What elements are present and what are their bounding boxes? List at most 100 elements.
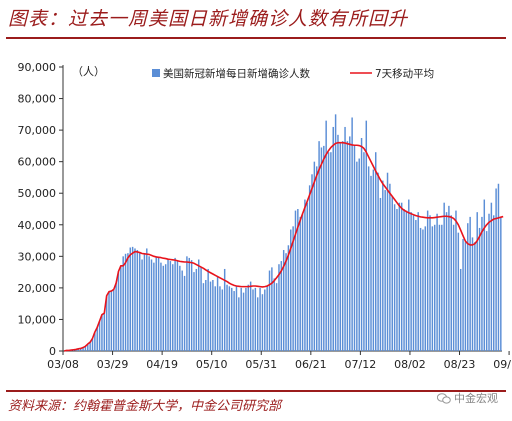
bar: [452, 224, 455, 351]
bar: [294, 210, 297, 351]
bar: [134, 248, 136, 351]
y-unit-label: （人）: [72, 65, 105, 78]
bar: [181, 270, 183, 351]
bar: [315, 166, 318, 351]
bar: [405, 210, 408, 351]
y-tick-label: 50,000: [18, 187, 57, 200]
bar: [259, 287, 261, 351]
bar: [474, 242, 476, 351]
bar: [398, 202, 401, 351]
bar: [150, 259, 153, 351]
bar: [84, 346, 87, 351]
bar: [223, 268, 226, 351]
bar: [79, 348, 82, 351]
bar: [110, 291, 113, 351]
bar: [346, 141, 349, 351]
bar: [273, 278, 275, 351]
bar: [282, 250, 285, 351]
bar: [443, 202, 445, 351]
bar: [349, 136, 351, 351]
bar: [278, 264, 280, 351]
bar: [467, 223, 469, 351]
bar: [235, 286, 238, 351]
x-tick-label: 04/19: [146, 358, 178, 371]
bar: [275, 283, 278, 351]
x-tick-label: 05/10: [196, 358, 228, 371]
bar: [96, 327, 98, 351]
bar: [292, 226, 294, 351]
bar: [113, 289, 115, 351]
bar: [94, 332, 96, 351]
bar: [330, 152, 332, 351]
bar: [464, 242, 467, 351]
y-tick-label: 20,000: [18, 282, 57, 295]
bar: [408, 199, 410, 351]
bar: [254, 287, 257, 351]
bar: [495, 188, 497, 351]
bar: [370, 175, 372, 351]
bar: [353, 145, 356, 351]
y-tick-label: 80,000: [18, 93, 57, 106]
bar: [280, 261, 283, 351]
bar: [367, 166, 370, 351]
bar: [91, 338, 94, 351]
bar: [483, 199, 486, 351]
bar: [148, 256, 150, 351]
bar: [129, 247, 131, 351]
bar: [372, 169, 375, 351]
bar: [320, 147, 323, 351]
bar: [334, 114, 337, 351]
y-tick-label: 10,000: [18, 313, 57, 326]
bar: [426, 210, 429, 351]
bar: [115, 283, 117, 351]
x-tick-label: 03/08: [47, 358, 79, 371]
bar: [77, 348, 80, 351]
bar: [363, 152, 365, 351]
bar: [389, 183, 391, 351]
bar: [214, 286, 216, 351]
bar: [393, 204, 396, 351]
bar: [485, 231, 488, 351]
bar: [247, 284, 250, 351]
bar: [419, 227, 422, 351]
bar: [500, 216, 502, 351]
x-tick-label: 08/02: [394, 358, 426, 371]
bar: [351, 117, 353, 351]
bar: [136, 250, 139, 351]
bar: [462, 238, 464, 351]
bar: [216, 276, 219, 351]
bar: [308, 185, 311, 351]
line-series: [63, 141, 504, 352]
bar: [301, 213, 304, 351]
bar: [287, 245, 290, 351]
bar: [476, 212, 478, 351]
bar: [226, 284, 228, 351]
bar: [410, 212, 412, 351]
bar: [105, 295, 108, 351]
bar: [176, 261, 179, 351]
legend-bar-swatch: [152, 69, 160, 77]
bar: [386, 172, 389, 351]
bar: [264, 289, 266, 351]
bar: [202, 283, 205, 351]
bar: [382, 180, 384, 351]
bar: [108, 291, 110, 351]
bar: [141, 259, 143, 351]
bar: [344, 126, 346, 351]
y-tick-label: 30,000: [18, 250, 57, 263]
x-tick-label: 06/21: [295, 358, 327, 371]
bar: [481, 216, 483, 351]
bar: [415, 220, 417, 351]
bar: [412, 215, 415, 351]
y-tick-label: 0: [49, 345, 56, 358]
bar: [172, 264, 174, 351]
chart-area: 0 10,000 20,000 30,000 40,000 50,000 60,000 70,…: [18, 61, 512, 371]
bar: [325, 120, 327, 352]
bar: [396, 209, 398, 351]
bar: [306, 202, 309, 351]
bar: [155, 256, 157, 351]
bar: [174, 257, 176, 351]
footer-divider: [6, 390, 506, 392]
bar: [219, 286, 221, 351]
bar: [379, 197, 382, 351]
